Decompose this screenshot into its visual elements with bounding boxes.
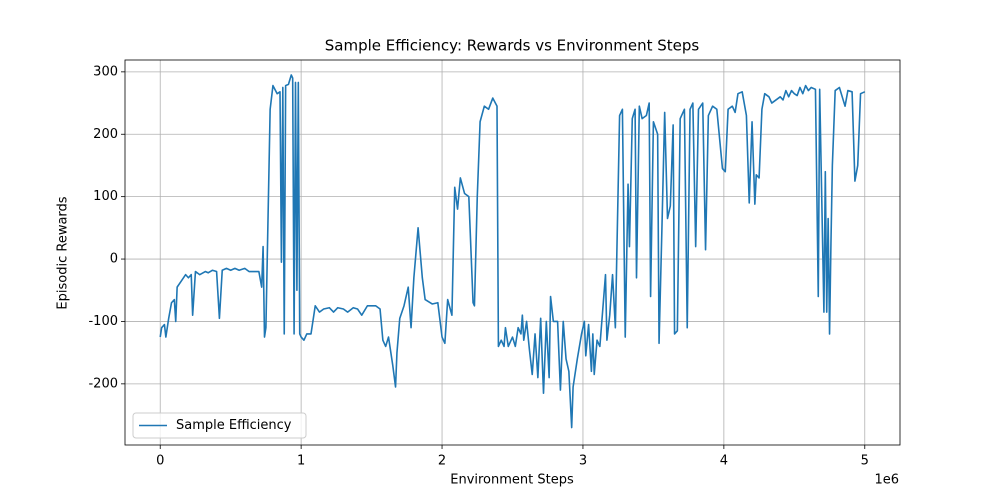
- x-tick-label: 1: [297, 454, 305, 469]
- y-tick-label: -100: [88, 314, 118, 329]
- x-tick-label: 0: [156, 454, 164, 469]
- legend: Sample Efficiency: [132, 412, 307, 439]
- y-tick-label: 0: [110, 252, 118, 267]
- chart-title: Sample Efficiency: Rewards vs Environmen…: [325, 37, 700, 55]
- x-tick-label: 3: [579, 454, 587, 469]
- legend-box: [132, 412, 307, 439]
- x-tick-label: 5: [861, 454, 869, 469]
- y-axis-label: Episodic Rewards: [56, 196, 71, 309]
- legend-label: Sample Efficiency: [176, 418, 292, 433]
- y-tick-label: 100: [93, 189, 118, 204]
- x-tick-label: 2: [438, 454, 446, 469]
- x-axis-label: Environment Steps: [450, 473, 574, 488]
- data-line: [159, 74, 866, 429]
- x-offset-label: 1e6: [874, 473, 899, 488]
- y-tick-label: -200: [88, 376, 118, 391]
- x-tick-label: 4: [720, 454, 728, 469]
- plot-frame: [124, 59, 901, 446]
- y-tick-label: 200: [93, 127, 118, 142]
- y-tick-label: 300: [93, 64, 118, 79]
